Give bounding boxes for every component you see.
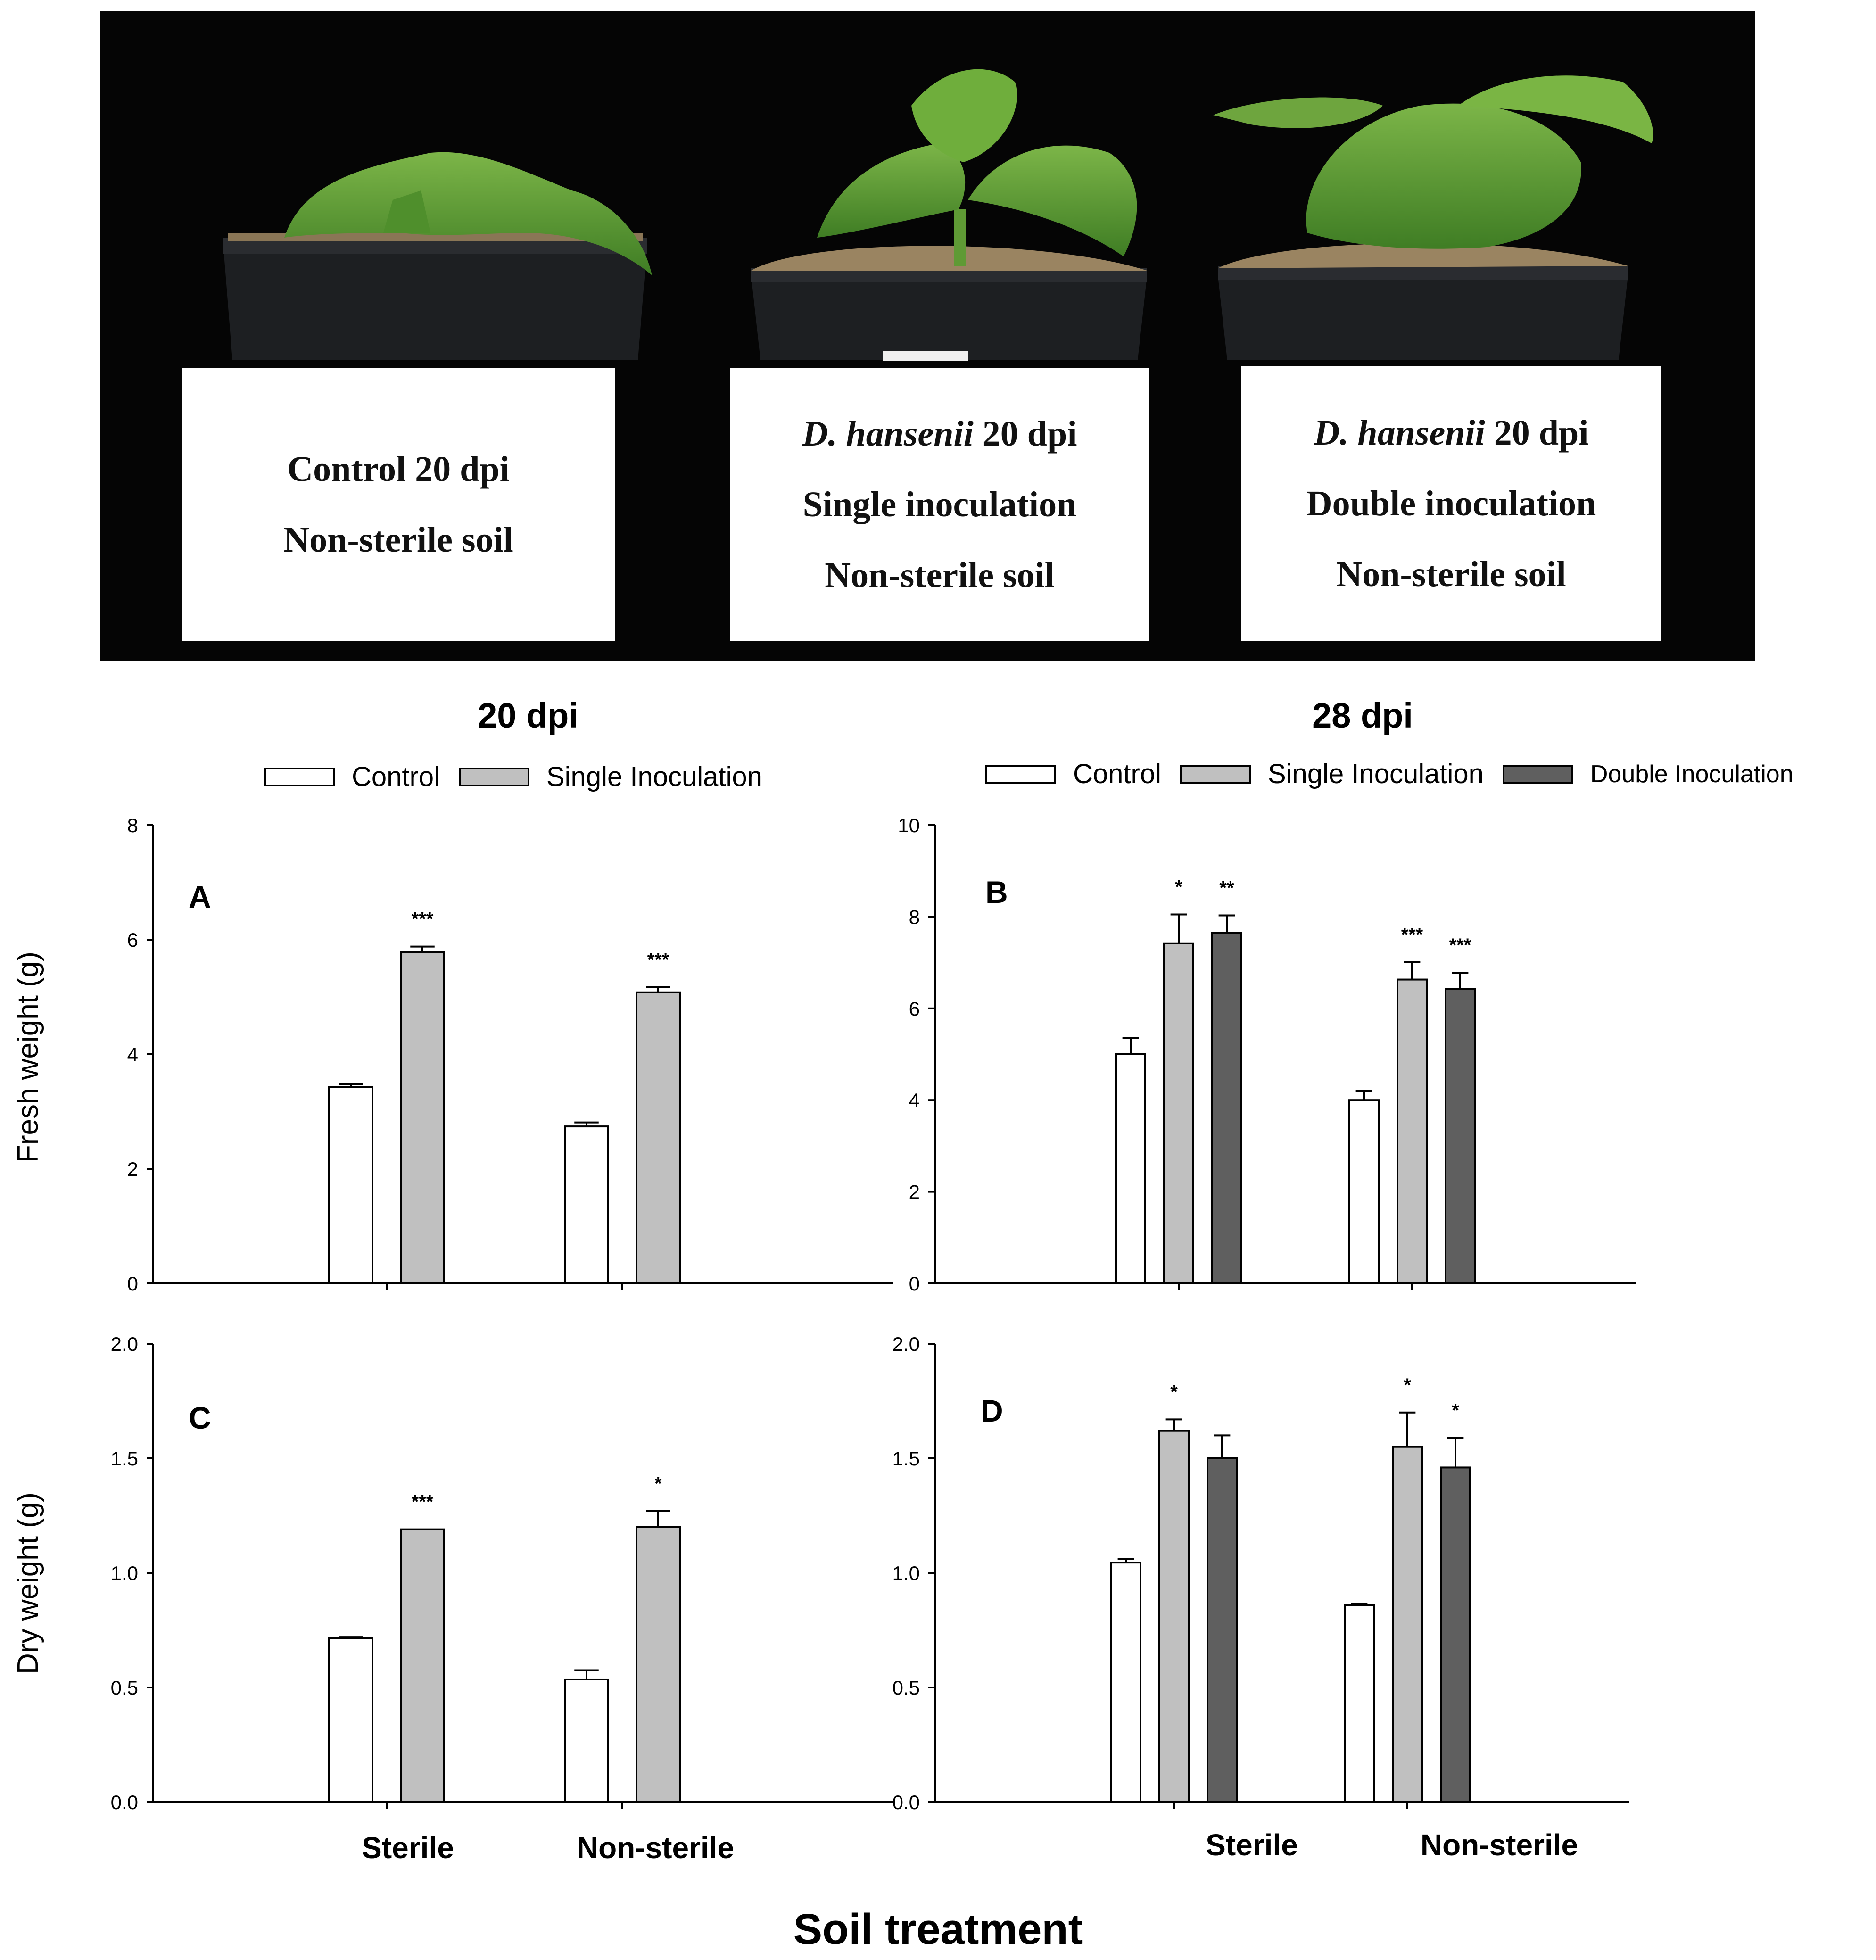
panel-letter-C: C [189, 1400, 211, 1435]
pot-control [223, 152, 652, 360]
legend-20dpi: Control Single Inoculation [264, 761, 781, 793]
y-tick-label: 8 [127, 814, 138, 836]
y-tick-label: 10 [898, 814, 920, 836]
bar-control [564, 1678, 609, 1803]
bar-single-inoculation [1163, 942, 1194, 1284]
significance-marker: *** [1401, 925, 1423, 945]
significance-marker: * [654, 1473, 662, 1494]
legend-label-single: Single Inoculation [546, 761, 762, 792]
y-tick-label: 1.0 [111, 1562, 138, 1584]
bar-control [1115, 1053, 1146, 1284]
y-tick-label: 0.5 [111, 1677, 138, 1699]
y-tick-label: 2.0 [893, 1333, 920, 1355]
photo-label-double-inoculation: D. hansenii 20 dpi Double inoculation No… [1241, 366, 1661, 641]
y-tick-label: 0 [909, 1273, 920, 1295]
legend-swatch-control [264, 767, 335, 786]
y-tick-label: 8 [909, 906, 920, 928]
significance-marker: *** [647, 950, 669, 970]
panel-letter-B: B [985, 875, 1008, 910]
bar-single-inoculation [400, 1528, 445, 1803]
y-tick-label: 1.5 [111, 1447, 138, 1470]
bar-double-inoculation [1440, 1466, 1471, 1803]
y-tick-label: 4 [127, 1043, 138, 1066]
bar-control [564, 1125, 609, 1285]
bar-single-inoculation [400, 951, 445, 1285]
bar-single-inoculation [636, 1526, 681, 1803]
legend-label-single: Single Inoculation [1267, 759, 1484, 789]
x-category-nonsterile-left: Non-sterile [576, 1831, 735, 1865]
y-tick-label: 0.0 [893, 1791, 920, 1813]
y-tick-label: 0 [127, 1273, 138, 1295]
photo-label-control: Control 20 dpi Non-sterile soil [182, 368, 615, 641]
legend-item-single: Single Inoculation [1180, 758, 1484, 790]
significance-marker: ** [1219, 877, 1234, 898]
photo-label-single-inoculation: D. hansenii 20 dpi Single inoculation No… [730, 368, 1149, 641]
significance-marker: *** [1449, 935, 1471, 956]
y-tick-label: 2 [127, 1158, 138, 1180]
legend-item-single: Single Inoculation [458, 761, 762, 793]
y-tick-label: 6 [909, 998, 920, 1020]
legend-item-control: Control [264, 761, 440, 793]
legend-item-control: Control [985, 758, 1161, 790]
chart-panel-D: 0.0 0.5 1.0 1.5 2.0 D * * * [893, 1333, 1629, 1813]
pot-double-inoculation [1213, 75, 1653, 360]
section-title-20dpi: 20 dpi [478, 696, 579, 735]
plant-photo-panel: Control 20 dpi Non-sterile soil D. hanse… [100, 11, 1755, 661]
y-tick-label: 1.5 [893, 1447, 920, 1470]
significance-marker: * [1170, 1381, 1178, 1402]
legend-item-double: Double Inoculation [1502, 760, 1793, 788]
y-tick-label: 0.0 [111, 1791, 138, 1813]
significance-marker: * [1452, 1400, 1459, 1421]
chart-panel-C: 0.00.51.01.52.0C**** [111, 1333, 893, 1813]
significance-marker: *** [412, 909, 434, 930]
legend-swatch-single [458, 767, 529, 786]
y-tick-label: 4 [909, 1089, 920, 1111]
significance-marker: *** [412, 1492, 434, 1513]
bar-single-inoculation [636, 991, 681, 1284]
significance-marker: * [1175, 877, 1182, 898]
bar-double-inoculation [1211, 932, 1242, 1285]
y-tick-label: 6 [127, 929, 138, 951]
chart-panel-A: 0 2 4 6 8 A *** *** [127, 814, 893, 1295]
legend-swatch-control [985, 764, 1056, 784]
pot-single-inoculation [751, 69, 1147, 361]
bar-double-inoculation [1207, 1457, 1238, 1803]
bar-single-inoculation [1158, 1430, 1190, 1803]
y-tick-label: 2.0 [111, 1333, 138, 1355]
legend-label-double: Double Inoculation [1590, 760, 1793, 788]
significance-marker: * [1404, 1375, 1411, 1396]
bar-control [328, 1086, 373, 1284]
bar-control [1110, 1562, 1141, 1803]
bar-double-inoculation [1445, 988, 1476, 1284]
bar-control [1348, 1099, 1380, 1284]
section-title-28dpi: 28 dpi [1312, 696, 1413, 735]
y-tick-label: 2 [909, 1181, 920, 1203]
x-axis-title: Soil treatment [793, 1905, 1083, 1953]
x-category-sterile-right: Sterile [1206, 1828, 1298, 1862]
legend-swatch-double [1502, 764, 1573, 784]
legend-label-control: Control [352, 761, 440, 792]
panel-letter-D: D [981, 1393, 1003, 1428]
legend-label-control: Control [1073, 759, 1161, 789]
bar-single-inoculation [1397, 978, 1428, 1284]
panel-letter-A: A [189, 879, 211, 914]
y-tick-label: 1.0 [893, 1562, 920, 1584]
bar-control [1344, 1604, 1375, 1803]
legend-swatch-single [1180, 764, 1251, 784]
y-tick-label: 0.5 [893, 1677, 920, 1699]
bar-control [328, 1637, 373, 1803]
legend-28dpi: Control Single Inoculation Double Inocul… [985, 758, 1812, 790]
bar-single-inoculation [1392, 1446, 1423, 1803]
x-category-nonsterile-right: Non-sterile [1420, 1828, 1578, 1862]
x-category-sterile-left: Sterile [362, 1831, 454, 1865]
